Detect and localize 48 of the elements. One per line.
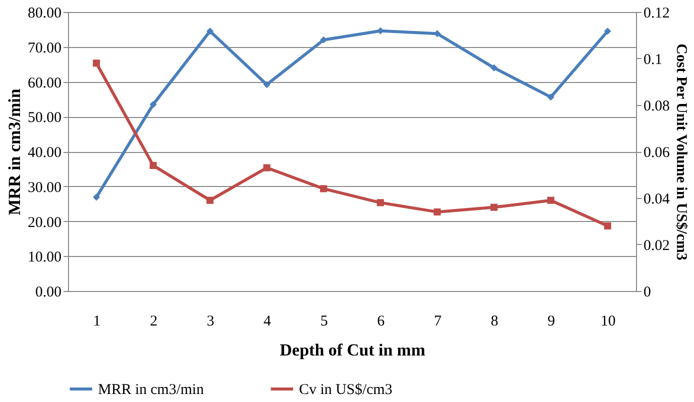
point: [376, 199, 384, 206]
y2-tick-label: 0.1: [644, 52, 662, 68]
y-tick-label: 30.00: [28, 180, 62, 196]
point: [547, 196, 554, 204]
point: [263, 81, 270, 88]
x-tick-label: 2: [150, 314, 158, 330]
point: [604, 28, 612, 35]
y-tick-label: 20.00: [28, 214, 62, 231]
x-tick-label: 4: [264, 314, 272, 330]
y-tick-label: 80.00: [28, 6, 62, 22]
y-tick-label: 0.00: [35, 284, 62, 300]
y-tick-label: 40.00: [28, 145, 62, 161]
y2-tick-label: 0.04: [644, 192, 670, 208]
point: [490, 204, 498, 211]
x-tick-label: 6: [377, 314, 386, 330]
point: [320, 185, 328, 192]
y2-tick-label: 0.06: [644, 145, 670, 161]
point: [604, 222, 612, 230]
point: [547, 94, 554, 101]
y2-tick-label: 0.12: [644, 6, 670, 22]
legend-label: Cv in US$/cm3: [299, 382, 392, 398]
point: [150, 162, 157, 169]
y-tick-label: 50.00: [28, 110, 62, 126]
point: [150, 100, 157, 108]
point: [206, 196, 214, 204]
x-tick-label: 3: [206, 314, 214, 330]
y-axis-title: MRR in cm3/min: [4, 88, 24, 216]
point: [206, 28, 214, 35]
y-tick-label: 10.00: [28, 250, 62, 266]
x-axis-title: Depth of Cut in mm: [280, 340, 426, 360]
y2-axis-title: Cost Per Unit Volume in US$/cm3: [672, 44, 689, 260]
y2-tick-label: 0.08: [644, 98, 670, 114]
point: [490, 64, 498, 72]
legend-label: MRR in cm3/min: [98, 382, 204, 398]
point: [434, 208, 441, 216]
y2-tick-label: 0: [644, 284, 651, 300]
x-tick-label: 5: [320, 314, 328, 330]
x-tick-label: 10: [600, 314, 616, 330]
point: [263, 164, 270, 172]
point: [92, 194, 100, 201]
x-tick-label: 8: [490, 314, 498, 330]
point: [92, 60, 100, 67]
x-tick-label: 1: [93, 314, 101, 330]
x-tick-label: 7: [434, 314, 442, 330]
y-tick-label: 60.00: [28, 75, 62, 92]
y2-tick-label: 0.02: [644, 238, 670, 254]
x-tick-label: 9: [548, 314, 556, 330]
y-tick-label: 70.00: [28, 40, 62, 56]
